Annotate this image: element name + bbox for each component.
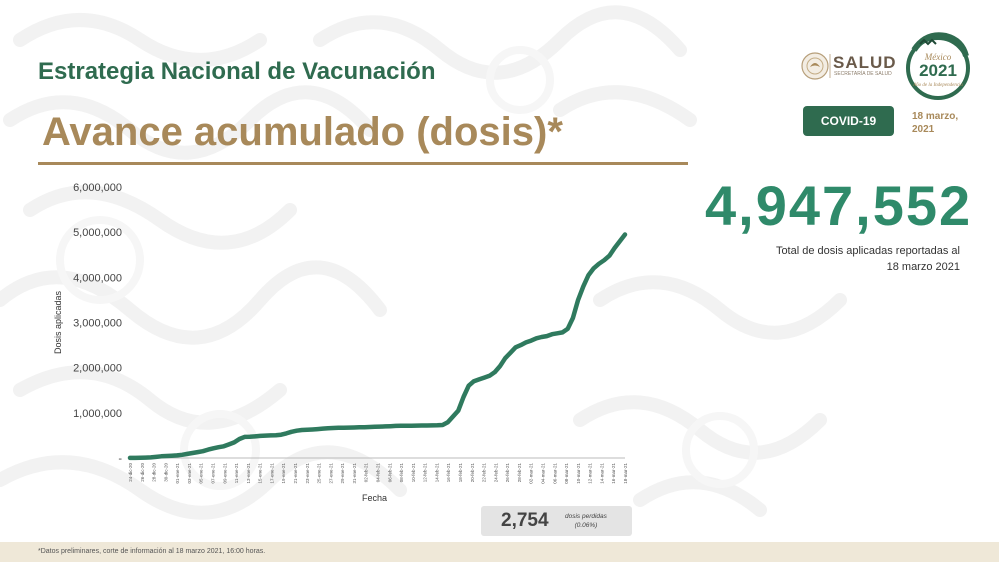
x-tick-label: 14-feb-21 bbox=[434, 463, 439, 483]
anniversary-2021-logo-icon: México 2021 Año de la Independencia bbox=[906, 32, 970, 100]
x-tick-label: 28-feb-21 bbox=[517, 463, 522, 483]
x-tick-label: 10-mar-21 bbox=[576, 463, 581, 484]
x-tick-label: 03-ene-21 bbox=[187, 463, 192, 484]
x-tick-label: 05-ene-21 bbox=[199, 463, 204, 484]
x-tick-label: 04-mar-21 bbox=[541, 463, 546, 484]
y-tick-label: 4,000,000 bbox=[73, 272, 122, 284]
x-tick-label: 25-ene-21 bbox=[317, 463, 322, 484]
x-tick-label: 15-ene-21 bbox=[258, 463, 263, 484]
x-tick-label: 26-dic-20 bbox=[140, 463, 145, 482]
x-tick-label: 28-dic-20 bbox=[152, 463, 157, 482]
x-tick-label: 06-mar-21 bbox=[552, 463, 557, 484]
y-tick-label: 3,000,000 bbox=[73, 318, 122, 330]
x-tick-label: 24-dic-20 bbox=[128, 463, 133, 482]
x-tick-label: 20-feb-21 bbox=[470, 463, 475, 483]
y-tick-label: 1,000,000 bbox=[73, 408, 122, 420]
x-tick-label: 08-mar-21 bbox=[564, 463, 569, 484]
page-subtitle: Avance acumulado (dosis)* bbox=[42, 110, 563, 154]
page-title: Estrategia Nacional de Vacunación bbox=[38, 58, 436, 85]
total-caption-line2: 18 marzo 2021 bbox=[886, 261, 960, 273]
covid-badge: COVID-19 bbox=[803, 106, 894, 136]
x-tick-label: 23-ene-21 bbox=[305, 463, 310, 484]
x-tick-label: 12-mar-21 bbox=[588, 463, 593, 484]
series-line bbox=[127, 232, 628, 461]
y-tick-label: 6,000,000 bbox=[73, 182, 122, 194]
x-tick-label: 29-ene-21 bbox=[340, 463, 345, 484]
lost-doses-label: dosis perdidas (0.06%) bbox=[565, 512, 607, 530]
x-tick-label: 22-feb-21 bbox=[482, 463, 487, 483]
y-tick-label: - bbox=[118, 453, 122, 465]
x-tick-label: 18-mar-21 bbox=[623, 463, 628, 484]
footnote: *Datos preliminares, corte de informació… bbox=[38, 548, 266, 555]
x-tick-label: 26-feb-21 bbox=[505, 463, 510, 483]
x-tick-label: 13-ene-21 bbox=[246, 463, 251, 484]
salud-logo-text: SALUD bbox=[833, 53, 897, 72]
x-tick-label: 19-ene-21 bbox=[281, 463, 286, 484]
x-tick-label: 16-feb-21 bbox=[446, 463, 451, 483]
x-tick-label: 21-ene-21 bbox=[293, 463, 298, 484]
x-tick-label: 08-feb-21 bbox=[399, 463, 404, 483]
x-tick-label: 04-feb-21 bbox=[376, 463, 381, 483]
anniversary-year-text: 2021 bbox=[919, 61, 957, 80]
y-tick-label: 2,000,000 bbox=[73, 363, 122, 375]
lost-doses-value: 2,754 bbox=[501, 510, 549, 531]
x-tick-label: 01-ene-21 bbox=[175, 463, 180, 484]
x-tick-label: 17-ene-21 bbox=[269, 463, 274, 484]
x-tick-label: 14-mar-21 bbox=[599, 463, 604, 484]
x-tick-label: 09-ene-21 bbox=[222, 463, 227, 484]
x-tick-label: 10-feb-21 bbox=[411, 463, 416, 483]
x-tick-label: 12-feb-21 bbox=[423, 463, 428, 483]
total-caption-line1: Total de dosis aplicadas reportadas al bbox=[775, 245, 960, 257]
x-tick-label: 18-feb-21 bbox=[458, 463, 463, 483]
x-tick-label: 24-feb-21 bbox=[493, 463, 498, 483]
salud-eagle-logo-icon bbox=[801, 52, 831, 80]
y-tick-label: 5,000,000 bbox=[73, 227, 122, 239]
lost-doses-box: 2,754 dosis perdidas (0.06%) bbox=[481, 506, 632, 536]
y-axis-label: Dosis aplicadas bbox=[53, 290, 63, 354]
x-tick-label: 27-ene-21 bbox=[328, 463, 333, 484]
total-doses-caption: Total de dosis aplicadas reportadas al 1… bbox=[700, 243, 960, 275]
total-doses-value: 4,947,552 bbox=[705, 174, 973, 237]
anniversary-top-text: México bbox=[924, 52, 952, 62]
title-divider bbox=[38, 162, 688, 165]
report-date: 18 marzo, 2021 bbox=[912, 110, 958, 136]
report-date-line2: 2021 bbox=[912, 124, 935, 135]
salud-logo-subtext: SECRETARÍA DE SALUD bbox=[834, 71, 892, 77]
x-tick-label: 02-mar-21 bbox=[529, 463, 534, 484]
x-tick-label: 06-feb-21 bbox=[387, 463, 392, 483]
x-tick-label: 30-dic-20 bbox=[163, 463, 168, 482]
footer-bar bbox=[0, 542, 999, 562]
anniversary-sub-text: Año de la Independencia bbox=[912, 83, 963, 88]
x-tick-label: 31-ene-21 bbox=[352, 463, 357, 484]
x-tick-label: 16-mar-21 bbox=[611, 463, 616, 484]
x-tick-label: 11-ene-21 bbox=[234, 463, 239, 484]
lost-doses-label-line2: (0.06%) bbox=[574, 522, 598, 529]
lost-doses-label-line1: dosis perdidas bbox=[565, 513, 607, 520]
x-tick-label: 07-ene-21 bbox=[211, 463, 216, 484]
report-date-line1: 18 marzo, bbox=[912, 111, 959, 122]
x-axis-label: Fecha bbox=[362, 493, 387, 503]
x-tick-label: 02-feb-21 bbox=[364, 463, 369, 483]
